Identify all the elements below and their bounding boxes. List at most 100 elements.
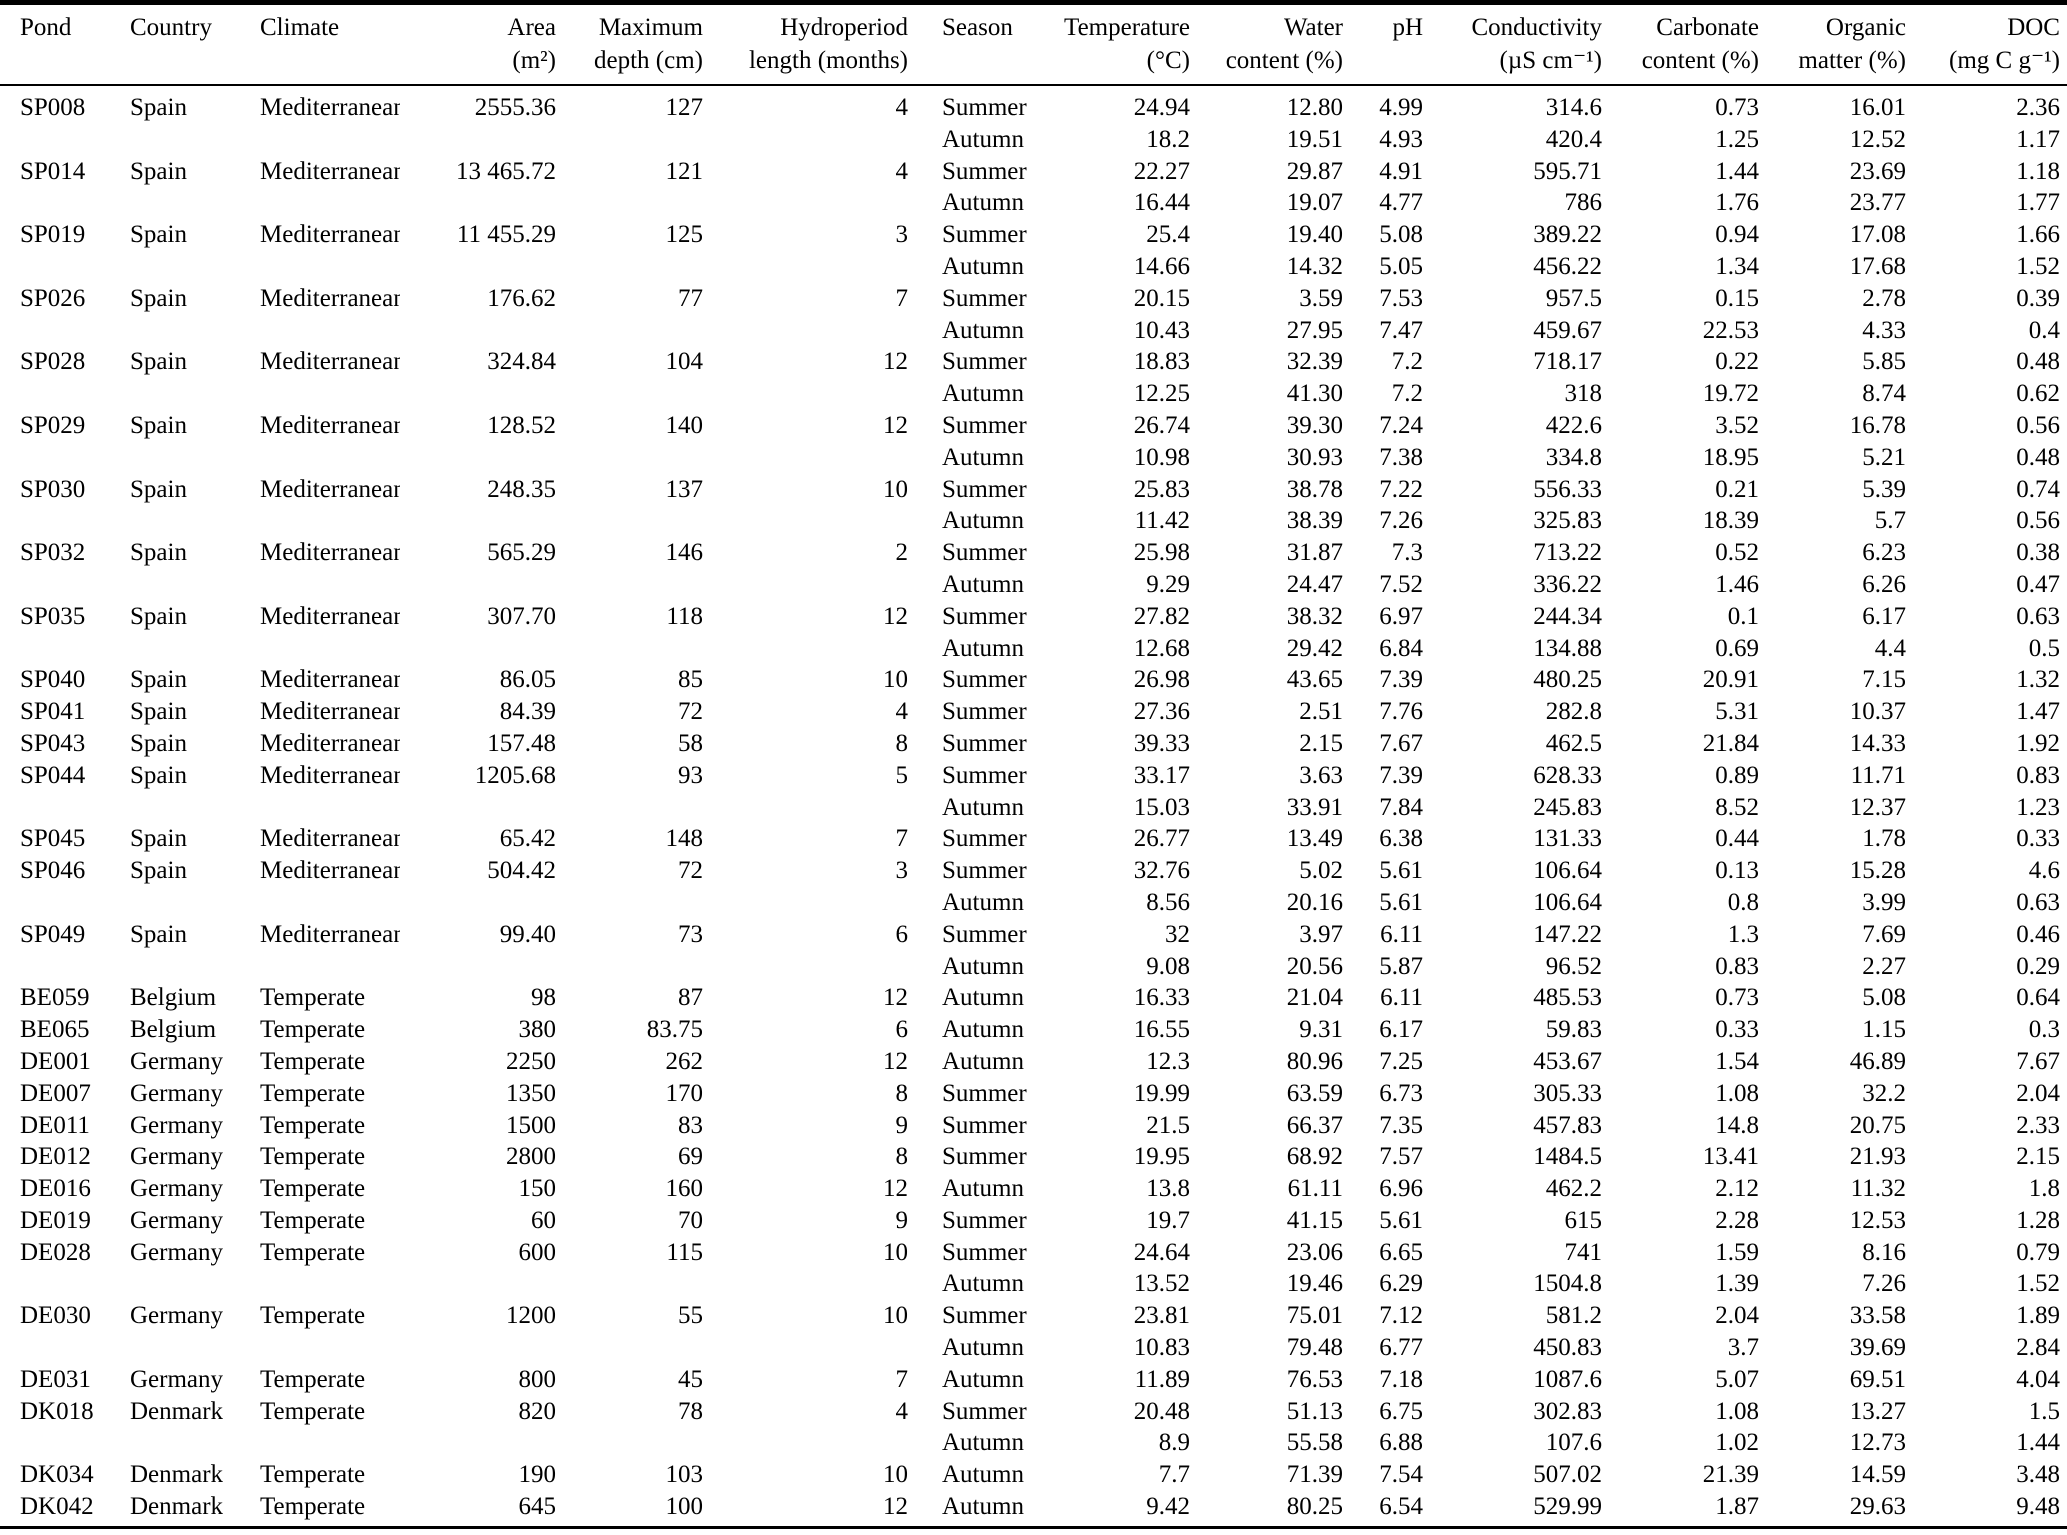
cell-temperature: 9.42 [1146,1493,1190,1521]
cell-carbonate: 0.33 [1715,1016,1759,1044]
cell-area [400,792,556,824]
cell-organic-matter: 6.23 [1862,539,1906,567]
cell-max-depth: 103 [665,1461,704,1489]
cell-season: Autumn [942,125,1024,153]
cell-organic-matter: 2.78 [1862,284,1906,312]
cell-organic-matter: 1.78 [1862,825,1906,853]
cell-area: 800 [518,1365,557,1393]
cell-country [125,633,255,665]
cell-area [400,633,556,665]
cell-doc: 1.8 [2028,1175,2060,1203]
cell-carbonate: 18.95 [1702,443,1759,471]
table-row: DK018 Denmark Temperate 820 78 4 Summer … [0,1396,2067,1428]
cell-conductivity: 1484.5 [1533,1143,1602,1171]
cell-climate: Mediterranean [260,284,400,312]
cell-climate: Temperate [260,1461,366,1489]
cell-water-content: 31.87 [1286,539,1343,567]
cell-country: Germany [130,1238,224,1266]
cell-season: Autumn [942,1334,1024,1362]
table-row: SP045 Spain Mediterranean 65.42 148 7 Su… [0,823,2067,855]
cell-temperature: 15.03 [1133,793,1190,821]
cell-max-depth: 137 [665,475,704,503]
cell-hydroperiod: 10 [883,666,908,694]
cell-organic-matter: 8.16 [1862,1238,1906,1266]
cell-carbonate: 13.41 [1702,1143,1759,1171]
cell-hydroperiod: 12 [883,1047,908,1075]
cell-country: Spain [130,729,187,757]
cell-season: Summer [942,857,1027,885]
cell-doc: 0.29 [2016,952,2060,980]
cell-pond [0,569,125,601]
cell-climate: Mediterranean [260,348,400,376]
cell-temperature: 20.15 [1133,284,1190,312]
col-header-water-content: Water content (%) [1190,2,1343,86]
cell-max-depth [556,1268,703,1300]
col-header-season: Season [908,2,1050,86]
cell-area [400,887,556,919]
cell-temperature: 13.8 [1146,1175,1190,1203]
cell-ph: 5.87 [1379,952,1423,980]
cell-carbonate: 0.13 [1715,857,1759,885]
cell-season: Summer [942,1238,1027,1266]
cell-conductivity: 245.83 [1533,793,1602,821]
cell-climate: Mediterranean [260,729,400,757]
cell-organic-matter: 11.71 [1850,761,1906,789]
cell-season: Autumn [942,888,1024,916]
cell-max-depth: 115 [666,1238,703,1266]
cell-ph: 7.39 [1379,666,1423,694]
cell-conductivity: 595.71 [1533,157,1602,185]
cell-climate: Mediterranean [260,94,400,121]
cell-water-content: 33.91 [1286,793,1343,821]
cell-ph: 6.65 [1379,1238,1423,1266]
cell-doc: 1.52 [2016,252,2060,280]
cell-area: 60 [531,1206,556,1234]
cell-water-content: 66.37 [1286,1111,1343,1139]
cell-pond [0,124,125,156]
cell-pond: SP026 [20,284,86,312]
cell-carbonate: 21.39 [1702,1461,1759,1489]
cell-ph: 6.77 [1379,1334,1423,1362]
cell-area: 128.52 [487,411,556,439]
cell-conductivity: 456.22 [1533,252,1602,280]
cell-conductivity: 131.33 [1533,825,1602,853]
cell-conductivity: 718.17 [1533,348,1602,376]
cell-season: Summer [942,1079,1027,1107]
cell-conductivity: 302.83 [1533,1397,1602,1425]
cell-conductivity: 107.6 [1545,1429,1602,1457]
cell-country: Denmark [130,1461,224,1489]
cell-carbonate: 1.39 [1715,1270,1759,1298]
cell-country [125,124,255,156]
cell-hydroperiod: 12 [883,984,908,1012]
cell-area: 565.29 [487,539,556,567]
cell-season: Summer [942,729,1027,757]
cell-doc: 0.79 [2016,1238,2060,1266]
cell-hydroperiod [703,951,908,983]
cell-climate: Mediterranean [260,920,400,948]
cell-max-depth [556,187,703,219]
cell-organic-matter: 15.28 [1849,857,1906,885]
cell-climate: Temperate [260,1397,366,1425]
cell-conductivity: 325.83 [1533,507,1602,535]
cell-climate: Temperate [260,1175,366,1203]
cell-hydroperiod: 5 [895,761,909,789]
cell-carbonate: 1.44 [1715,157,1759,185]
cell-country: Germany [130,1047,224,1075]
cell-area: 13 465.72 [456,157,556,185]
cell-water-content: 5.02 [1299,857,1343,885]
cell-carbonate: 0.21 [1715,475,1759,503]
cell-hydroperiod [703,1427,908,1459]
col-header-hydroperiod: Hydroperiod length (months) [703,2,908,86]
cell-water-content: 19.46 [1286,1270,1343,1298]
cell-carbonate: 1.25 [1715,125,1759,153]
cell-carbonate: 8.52 [1715,793,1759,821]
cell-country: Spain [130,539,187,567]
table-row: DE031 Germany Temperate 800 45 7 Autumn … [0,1364,2067,1396]
cell-temperature: 13.52 [1133,1270,1190,1298]
cell-pond [0,1427,125,1459]
cell-water-content: 29.42 [1286,634,1343,662]
cell-ph: 7.18 [1379,1365,1423,1393]
cell-water-content: 23.06 [1286,1238,1343,1266]
cell-ph: 7.35 [1379,1111,1423,1139]
cell-pond: SP049 [20,920,86,948]
cell-max-depth [556,378,703,410]
